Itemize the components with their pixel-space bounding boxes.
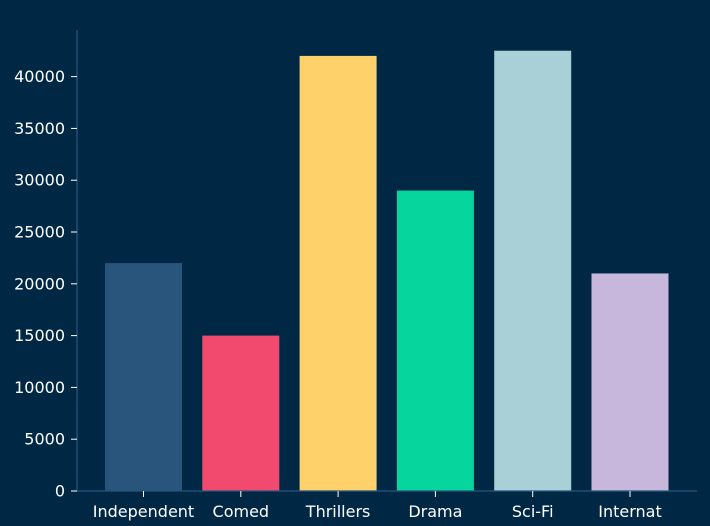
bar-drama xyxy=(396,190,474,491)
y-tick-label: 15000 xyxy=(14,326,65,345)
y-tick-label: 35000 xyxy=(14,119,65,138)
x-tick-label: Internat xyxy=(598,502,662,521)
bar-internat xyxy=(591,273,669,491)
y-axis-ticks: 0 5000 10000 15000 20000 25000 30000 35000 40000 xyxy=(14,67,77,501)
x-axis-ticks: Independent Comed Thrillers Drama Sci-Fi Inte… xyxy=(93,491,662,521)
y-tick-label: 10000 xyxy=(14,378,65,397)
bar-comed xyxy=(202,335,280,491)
x-tick-label: Independent xyxy=(93,502,194,521)
x-tick-label: Drama xyxy=(408,502,462,521)
bar-independent xyxy=(105,263,182,491)
y-tick-label: 40000 xyxy=(14,67,65,86)
x-tick-label: Sci-Fi xyxy=(512,502,554,521)
y-tick-label: 0 xyxy=(55,482,65,501)
x-tick-label: Thrillers xyxy=(305,502,371,521)
axes-layer xyxy=(76,30,697,492)
y-tick-label: 25000 xyxy=(14,223,65,242)
x-tick-label: Comed xyxy=(213,502,270,521)
y-tick-label: 20000 xyxy=(14,274,65,293)
bar-sci-fi xyxy=(494,50,572,491)
y-tick-label: 30000 xyxy=(14,171,65,190)
bars-layer xyxy=(105,50,669,492)
y-tick-label: 5000 xyxy=(24,430,65,449)
bar-thrillers xyxy=(299,55,377,492)
